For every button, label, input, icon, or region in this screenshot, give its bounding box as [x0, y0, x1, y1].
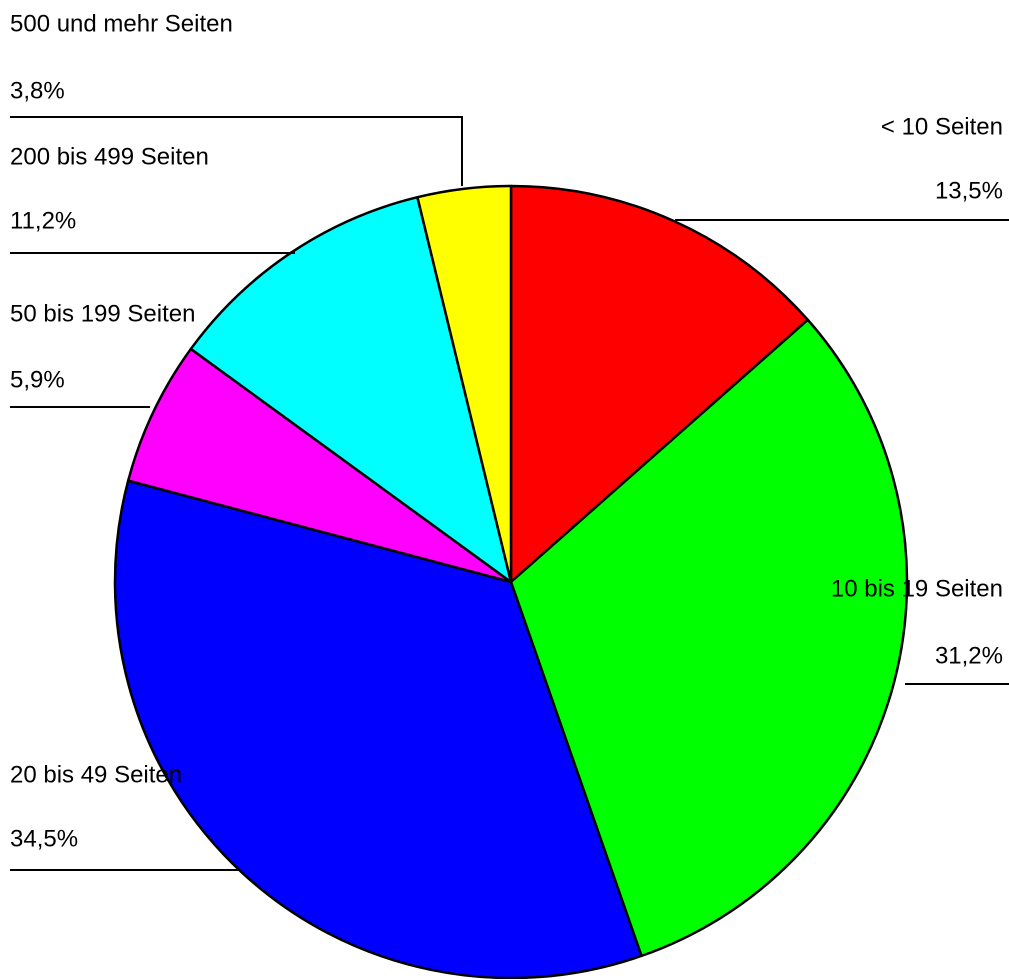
slice-value-label: 13,5% [935, 177, 1003, 204]
slice-label: 500 und mehr Seiten [10, 10, 233, 37]
slice-value-label: 31,2% [935, 642, 1003, 669]
pie-slice [416, 184, 513, 584]
slice-label: 200 bis 499 Seiten [10, 143, 209, 170]
pie-slice [126, 347, 513, 584]
slice-label: 50 bis 199 Seiten [10, 300, 195, 327]
leader-line [10, 116, 463, 186]
slice-value-label: 34,5% [10, 825, 78, 852]
slice-value-label: 5,9% [10, 366, 65, 393]
slice-label: 10 bis 19 Seiten [831, 575, 1003, 602]
pie-slice [509, 318, 909, 958]
slice-label: < 10 Seiten [881, 113, 1003, 140]
slice-value-label: 3,8% [10, 77, 65, 104]
pie-slice [509, 184, 810, 584]
slice-label: 20 bis 49 Seiten [10, 761, 182, 788]
pie-slice [113, 479, 643, 979]
slice-value-label: 11,2% [10, 207, 76, 234]
